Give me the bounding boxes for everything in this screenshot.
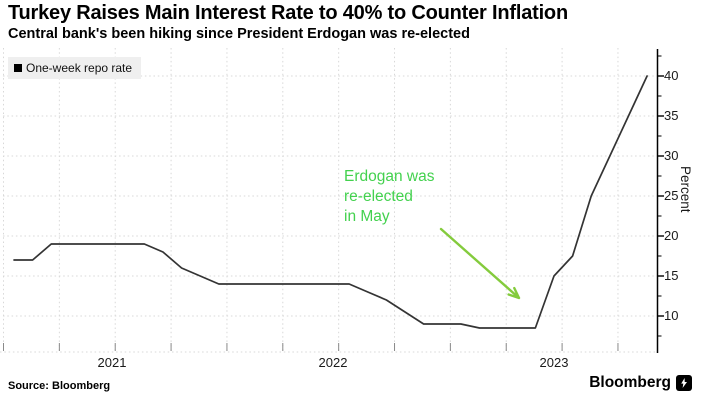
chart-title: Turkey Raises Main Interest Rate to 40% … — [8, 2, 568, 24]
chart-gridlines — [0, 48, 657, 353]
repo-rate-line — [13, 75, 648, 329]
legend: One-week repo rate — [8, 57, 142, 79]
chart-subtitle: Central bank's been hiking since Preside… — [8, 26, 470, 42]
y-axis — [656, 49, 664, 353]
x-tick-label-2023: 2023 — [539, 355, 569, 370]
y-tick-label-40: 40 — [664, 68, 679, 83]
bloomberg-wordmark: Bloomberg — [589, 374, 671, 391]
y-tick-label-35: 35 — [664, 108, 679, 123]
y-tick-label-25: 25 — [664, 188, 679, 203]
annotation-arrow — [439, 227, 521, 300]
y-axis-title: Percent — [678, 166, 693, 213]
bloomberg-logo: Bloomberg — [589, 374, 692, 392]
x-tick-label-2022: 2022 — [318, 355, 348, 370]
y-tick-label-20: 20 — [664, 228, 679, 243]
y-tick-label-10: 10 — [664, 308, 679, 323]
legend-label: One-week repo rate — [26, 61, 133, 75]
bloomberg-terminal-icon — [676, 375, 692, 391]
x-tick-label-2021: 2021 — [97, 355, 127, 370]
legend-swatch-icon — [14, 64, 22, 72]
y-tick-label-30: 30 — [664, 148, 679, 163]
y-tick-label-15: 15 — [664, 268, 679, 283]
annotation-text: Erdogan was re-elected in May — [344, 168, 435, 225]
source-note: Source: Bloomberg — [8, 380, 111, 392]
